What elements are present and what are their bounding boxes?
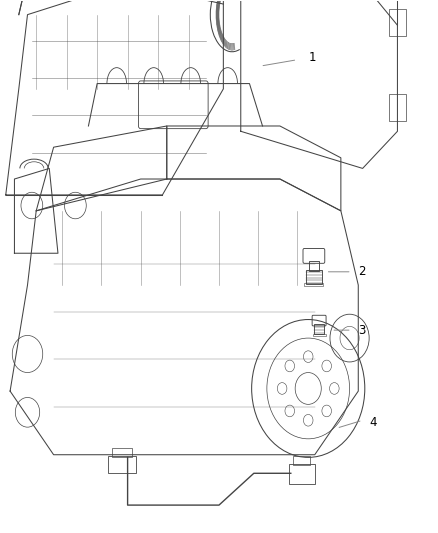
Bar — [293, 456, 311, 465]
Bar — [313, 334, 325, 336]
Bar — [306, 270, 322, 284]
Bar — [309, 261, 319, 271]
Text: 2: 2 — [358, 265, 366, 278]
Bar — [113, 448, 132, 457]
Bar — [314, 324, 324, 334]
Text: 1: 1 — [308, 51, 316, 63]
Bar — [389, 94, 406, 120]
Text: 4: 4 — [369, 416, 377, 430]
Text: 3: 3 — [358, 324, 366, 337]
Bar — [289, 464, 315, 484]
Bar — [108, 456, 136, 473]
Bar — [304, 283, 323, 286]
Bar — [389, 10, 406, 36]
